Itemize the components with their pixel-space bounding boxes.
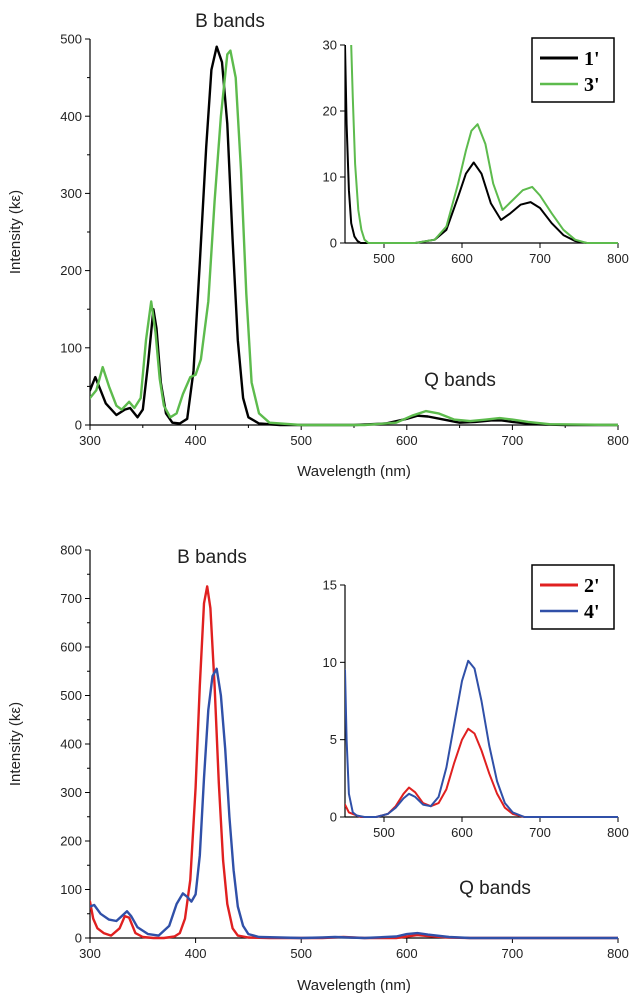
main-x-tick-label: 700 (502, 433, 524, 448)
main-y-tick-label: 200 (60, 263, 82, 278)
inset-x-tick-label: 500 (373, 825, 395, 840)
chart-panel-1: 300 400 500 600 700 8000100200300400500Wavele… (7, 11, 629, 480)
main-y-tick-label: 400 (60, 737, 82, 752)
legend-label-3': 3' (584, 74, 600, 96)
inset-x-tick-label: 600 (451, 251, 473, 266)
inset-series-2' (345, 727, 618, 818)
main-y-tick-label: 500 (60, 32, 82, 47)
main-x-tick-label: 500 (290, 433, 312, 448)
main-x-tick-label: 300 (79, 433, 101, 448)
inset-y-tick-label: 15 (323, 578, 337, 593)
main-x-tick-label: 600 (396, 946, 418, 961)
inset-y-tick-label: 20 (323, 104, 337, 119)
main-y-tick-label: 100 (60, 882, 82, 897)
q-bands-label: Q bands (459, 878, 531, 899)
inset-series-4' (345, 659, 618, 818)
main-y-tick-label: 0 (75, 931, 82, 946)
inset-x-tick-label: 700 (529, 251, 551, 266)
inset-x-tick-label: 800 (607, 251, 629, 266)
inset-x-tick-label: 800 (607, 825, 629, 840)
main-series-1' (90, 45, 618, 427)
legend: 1'3' (531, 37, 615, 103)
x-axis-label: Wavelength (nm) (297, 977, 411, 994)
main-x-tick-label: 800 (607, 946, 629, 961)
main-y-tick-label: 500 (60, 688, 82, 703)
inset-series-1' (345, 45, 618, 244)
inset-x-tick-label: 600 (451, 825, 473, 840)
main-y-tick-label: 800 (60, 543, 82, 558)
main-y-tick-label: 200 (60, 834, 82, 849)
q-bands-label: Q bands (424, 370, 496, 391)
main-x-tick-label: 400 (185, 946, 207, 961)
main-x-tick-label: 600 (396, 433, 418, 448)
inset-chart: 500 600 700 800 0 10 20 30 (323, 38, 629, 266)
inset-y-tick-label: 10 (323, 170, 337, 185)
inset-x-tick-label: 700 (529, 825, 551, 840)
main-series-4' (90, 667, 618, 940)
main-y-tick-label: 300 (60, 186, 82, 201)
legend-label-2': 2' (584, 575, 600, 597)
inset-chart: 500 600 700 800 0 5 10 15 (323, 578, 629, 840)
main-y-tick-label: 0 (75, 418, 82, 433)
inset-y-tick-label: 0 (330, 810, 337, 825)
b-bands-label: B bands (177, 547, 247, 568)
legend-label-4': 4' (584, 601, 600, 623)
main-y-tick-label: 100 (60, 340, 82, 355)
main-y-tick-label: 300 (60, 785, 82, 800)
main-x-tick-label: 800 (607, 433, 629, 448)
y-axis-label: Intensity (kε) (7, 702, 24, 786)
main-y-tick-label: 600 (60, 640, 82, 655)
inset-x-tick-label: 500 (373, 251, 395, 266)
legend-box (531, 564, 615, 630)
inset-y-tick-label: 10 (323, 655, 337, 670)
main-series-2' (90, 585, 618, 940)
main-x-tick-label: 300 (79, 946, 101, 961)
inset-series-3' (350, 45, 618, 244)
main-x-tick-label: 500 (290, 946, 312, 961)
main-x-tick-label: 400 (185, 433, 207, 448)
inset-y-tick-label: 5 (330, 732, 337, 747)
x-axis-label: Wavelength (nm) (297, 463, 411, 480)
inset-y-tick-label: 30 (323, 38, 337, 53)
legend: 2'4' (531, 564, 615, 630)
main-x-tick-label: 700 (502, 946, 524, 961)
main-y-tick-label: 400 (60, 109, 82, 124)
legend-label-1': 1' (584, 48, 600, 70)
main-series-3' (90, 49, 618, 427)
y-axis-label: Intensity (kε) (7, 190, 24, 274)
inset-y-tick-label: 0 (330, 236, 337, 251)
chart-panel-2: 300 400 500 600 700 8000100200300400500600700… (7, 543, 629, 994)
b-bands-label: B bands (195, 11, 265, 32)
legend-box (531, 37, 615, 103)
main-y-tick-label: 700 (60, 591, 82, 606)
